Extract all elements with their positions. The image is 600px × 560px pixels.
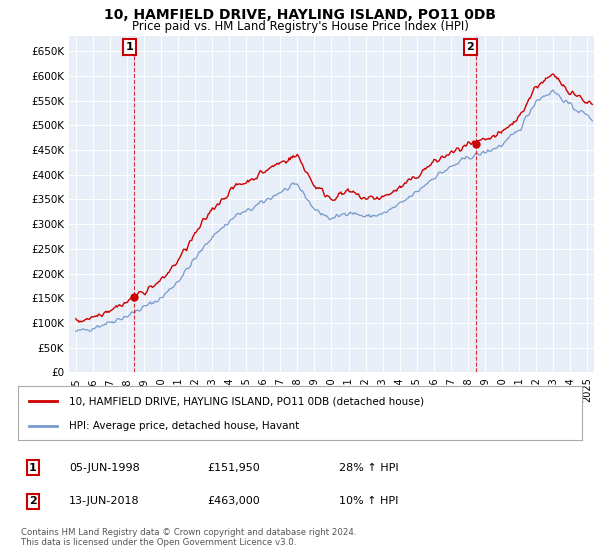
Text: £463,000: £463,000 (207, 496, 260, 506)
Text: 10% ↑ HPI: 10% ↑ HPI (339, 496, 398, 506)
Text: 10, HAMFIELD DRIVE, HAYLING ISLAND, PO11 0DB: 10, HAMFIELD DRIVE, HAYLING ISLAND, PO11… (104, 8, 496, 22)
Text: HPI: Average price, detached house, Havant: HPI: Average price, detached house, Hava… (69, 421, 299, 431)
Text: 2: 2 (467, 42, 474, 52)
Text: Contains HM Land Registry data © Crown copyright and database right 2024.
This d: Contains HM Land Registry data © Crown c… (21, 528, 356, 547)
Text: 05-JUN-1998: 05-JUN-1998 (69, 463, 140, 473)
Text: 2: 2 (29, 496, 37, 506)
Text: £151,950: £151,950 (207, 463, 260, 473)
Text: 1: 1 (125, 42, 133, 52)
Text: Price paid vs. HM Land Registry's House Price Index (HPI): Price paid vs. HM Land Registry's House … (131, 20, 469, 32)
Text: 13-JUN-2018: 13-JUN-2018 (69, 496, 140, 506)
Text: 1: 1 (29, 463, 37, 473)
Text: 10, HAMFIELD DRIVE, HAYLING ISLAND, PO11 0DB (detached house): 10, HAMFIELD DRIVE, HAYLING ISLAND, PO11… (69, 396, 424, 407)
Text: 28% ↑ HPI: 28% ↑ HPI (339, 463, 398, 473)
